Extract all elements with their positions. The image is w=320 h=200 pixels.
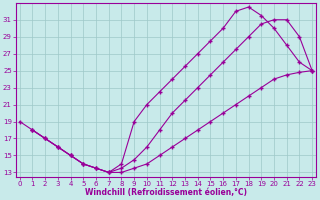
X-axis label: Windchill (Refroidissement éolien,°C): Windchill (Refroidissement éolien,°C) [85,188,247,197]
